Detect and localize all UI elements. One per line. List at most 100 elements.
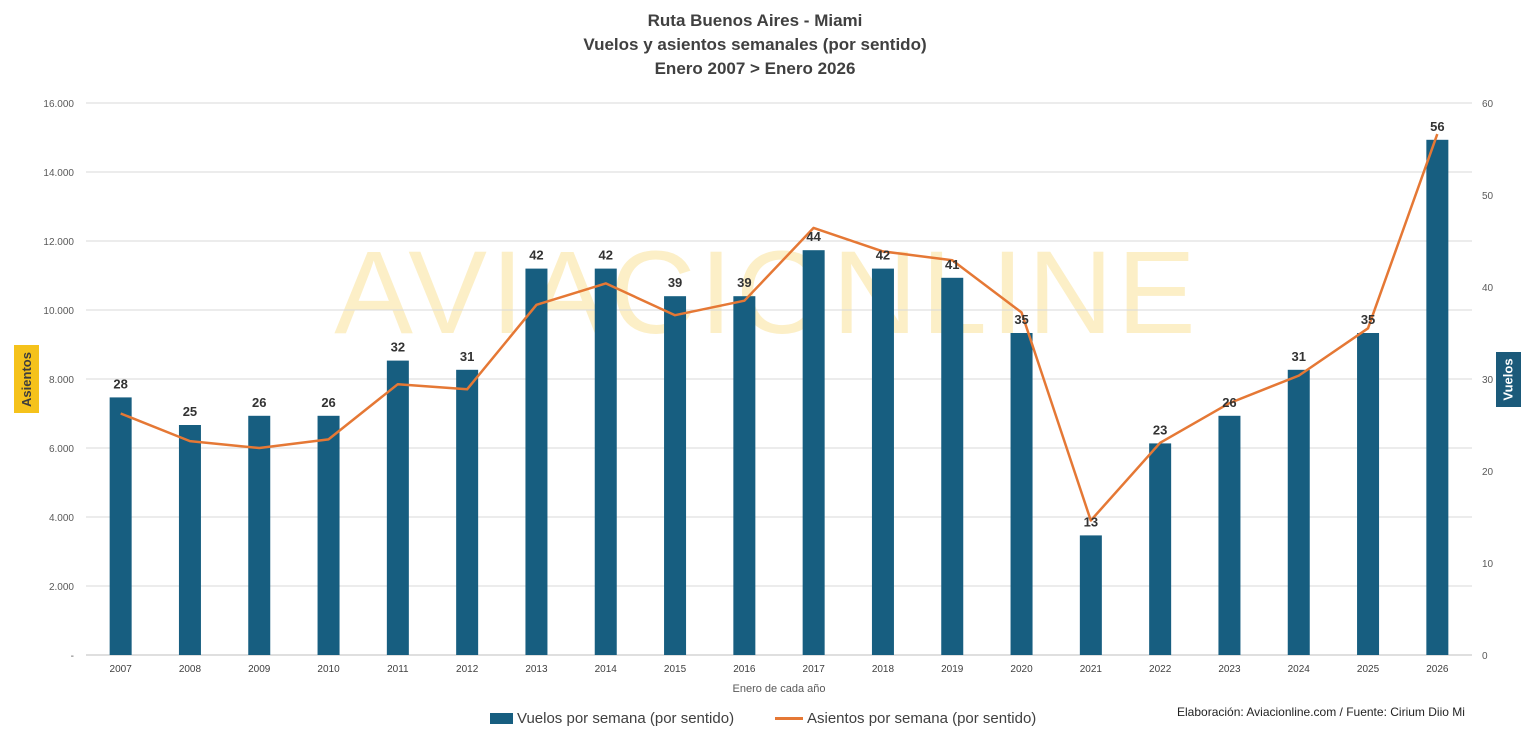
chart-title-line3: Enero 2007 > Enero 2026 [654, 59, 856, 78]
grid [86, 102, 1472, 656]
right-tick-label: 50 [1482, 191, 1494, 202]
bar [1079, 535, 1102, 655]
bar-data-label: 42 [529, 248, 543, 263]
bar-data-label: 28 [113, 376, 127, 391]
bar [871, 268, 894, 655]
bar [1426, 139, 1449, 656]
bar [733, 296, 756, 655]
x-tick-label: 2020 [1010, 664, 1033, 675]
bar-data-label: 32 [391, 340, 405, 355]
left-tick-label: 10.000 [43, 306, 74, 317]
bar [317, 415, 340, 655]
bar-data-label: 13 [1084, 514, 1098, 529]
right-tick-label: 0 [1482, 651, 1488, 662]
left-tick-label: - [71, 651, 74, 662]
chart-title-line1: Ruta Buenos Aires - Miami [647, 11, 863, 30]
legend-bars-label: Vuelos por semana (por sentido) [517, 710, 735, 727]
bar-data-label: 39 [737, 275, 751, 290]
x-tick-label: 2017 [803, 664, 826, 675]
bar [941, 277, 964, 655]
bar-data-label: 25 [183, 404, 197, 419]
x-tick-label: 2019 [941, 664, 964, 675]
x-tick-label: 2018 [872, 664, 895, 675]
right-axis-label: Vuelos [1501, 358, 1516, 401]
bar [386, 360, 409, 655]
bar [1010, 333, 1033, 655]
axes: - 2.000 4.000 6.000 8.000 10.000 12.000 14.000 1… [43, 99, 1493, 695]
bar-data-label: 26 [252, 395, 266, 410]
bar [248, 415, 271, 655]
bar-data-label: 35 [1361, 312, 1375, 327]
right-tick-label: 10 [1482, 559, 1494, 570]
legend-bar-swatch [490, 713, 513, 724]
right-tick-label: 40 [1482, 283, 1494, 294]
right-tick-label: 60 [1482, 99, 1494, 110]
x-tick-label: 2011 [387, 664, 409, 675]
x-tick-label: 2015 [664, 664, 687, 675]
watermark-text: AVIACIONLINE [334, 227, 1199, 359]
x-tick-label: 2009 [248, 664, 271, 675]
bar-data-label: 31 [1292, 349, 1306, 364]
bar-data-label: 41 [945, 257, 959, 272]
bar [456, 369, 479, 655]
left-axis-label-badge: Asientos [14, 345, 39, 413]
legend-item-bars: Vuelos por semana (por sentido) [490, 710, 734, 727]
seats-line [120, 133, 1439, 522]
bar-series [109, 139, 1449, 656]
bar [594, 268, 617, 655]
bar-data-label: 56 [1430, 119, 1444, 134]
bar [1218, 415, 1241, 655]
legend-line-label: Asientos por semana (por sentido) [807, 710, 1037, 727]
bar-data-label: 35 [1014, 312, 1028, 327]
x-tick-label: 2007 [110, 664, 133, 675]
bar-data-label: 26 [321, 395, 335, 410]
bar [802, 250, 825, 655]
x-tick-label: 2023 [1218, 664, 1241, 675]
x-tick-label: 2022 [1149, 664, 1172, 675]
bar [1149, 443, 1172, 655]
right-tick-label: 20 [1482, 467, 1494, 478]
left-tick-label: 2.000 [49, 582, 74, 593]
left-tick-label: 4.000 [49, 513, 74, 524]
left-tick-label: 8.000 [49, 375, 74, 386]
bar-data-label: 23 [1153, 422, 1167, 437]
bar [664, 296, 687, 655]
bar [1357, 333, 1380, 655]
legend-line-swatch [775, 717, 803, 720]
line-series [120, 133, 1439, 522]
left-tick-label: 16.000 [43, 99, 74, 110]
bar-data-label: 42 [876, 248, 890, 263]
left-tick-label: 12.000 [43, 237, 74, 248]
left-tick-label: 14.000 [43, 168, 74, 179]
left-axis-label: Asientos [19, 351, 34, 407]
x-tick-label: 2016 [733, 664, 756, 675]
bar-data-label: 39 [668, 275, 682, 290]
x-tick-label: 2021 [1080, 664, 1103, 675]
bar-data-labels: 28 25 26 26 32 31 42 42 39 39 44 42 41 35 13 23 26 31 35 56 [113, 119, 1444, 530]
x-tick-label: 2024 [1288, 664, 1311, 675]
x-tick-label: 2025 [1357, 664, 1380, 675]
x-tick-label: 2014 [595, 664, 618, 675]
x-tick-label: 2010 [317, 664, 340, 675]
bar [109, 397, 132, 655]
bar [525, 268, 548, 655]
bar-data-label: 44 [806, 229, 821, 244]
right-axis-label-badge: Vuelos [1496, 352, 1521, 407]
x-tick-label: 2008 [179, 664, 202, 675]
x-tick-label: 2026 [1426, 664, 1449, 675]
x-tick-label: 2012 [456, 664, 479, 675]
x-tick-label: 2013 [525, 664, 548, 675]
chart-title-line2: Vuelos y asientos semanales (por sentido… [583, 35, 927, 54]
bar-data-label: 26 [1222, 395, 1236, 410]
bar-data-label: 31 [460, 349, 474, 364]
legend-item-line: Asientos por semana (por sentido) [775, 710, 1036, 727]
bar-data-label: 42 [599, 248, 613, 263]
bar [178, 425, 201, 655]
right-tick-label: 30 [1482, 375, 1494, 386]
bar [1287, 369, 1310, 655]
watermark: AVIACIONLINE [334, 227, 1199, 359]
source-credit: Elaboración: Aviacionline.com / Fuente: … [1177, 705, 1465, 719]
x-axis-title: Enero de cada año [733, 683, 826, 695]
left-tick-label: 6.000 [49, 444, 74, 455]
